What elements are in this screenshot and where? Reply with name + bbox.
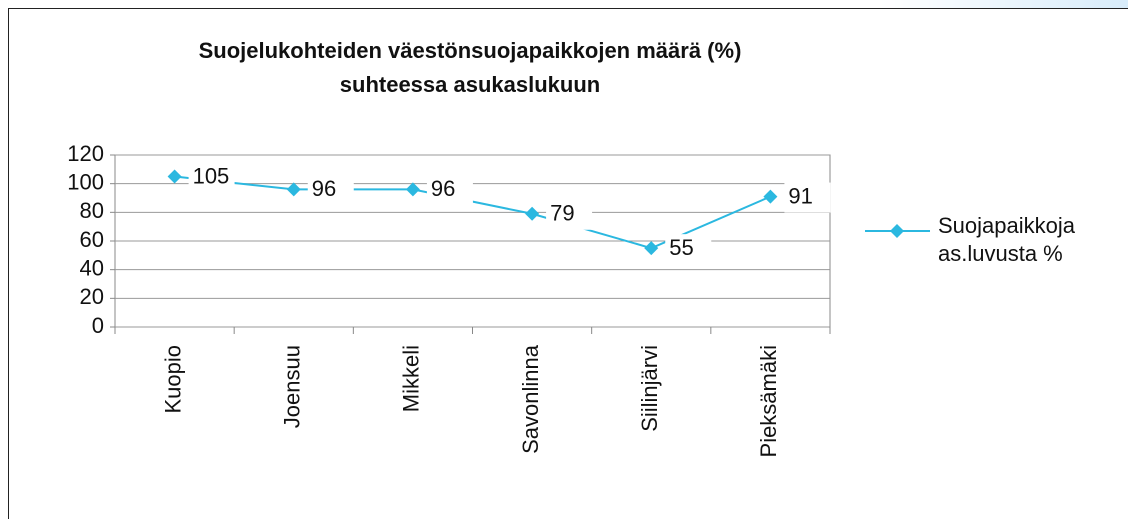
x-tick-label: Mikkeli	[399, 345, 424, 412]
y-tick-label: 60	[80, 227, 104, 252]
data-label: 96	[312, 176, 336, 201]
x-tick-label: Joensuu	[280, 345, 305, 428]
data-label-bg	[307, 175, 354, 206]
data-label: 79	[550, 201, 574, 226]
x-tick-label: Savonlinna	[518, 344, 543, 454]
legend-marker	[890, 224, 904, 238]
data-label-bg	[784, 182, 831, 213]
marker	[644, 241, 659, 256]
y-tick-label: 0	[92, 313, 104, 338]
data-label: 91	[788, 183, 812, 208]
y-tick-label: 120	[67, 141, 104, 166]
marker	[405, 182, 420, 197]
chart-title: Suojelukohteiden väestönsuojapaikkojen m…	[198, 38, 742, 97]
decor	[880, 0, 1128, 8]
x-tick-label: Siilinjärvi	[637, 345, 662, 432]
y-tick-label: 40	[80, 255, 104, 280]
data-label: 96	[431, 176, 455, 201]
marker	[525, 206, 540, 221]
y-tick-label: 20	[80, 284, 104, 309]
data-label-bg	[665, 234, 712, 265]
marker	[167, 169, 182, 184]
x-tick-label: Pieksämäki	[756, 345, 781, 457]
data-label-bg	[546, 199, 593, 230]
data-label-bg	[426, 175, 473, 206]
data-label-bg	[188, 162, 235, 193]
marker	[763, 189, 778, 204]
legend-label: Suojapaikkoja as.luvusta %	[938, 213, 1075, 266]
frame	[8, 8, 1128, 519]
y-tick-label: 100	[67, 169, 104, 194]
marker	[286, 182, 301, 197]
x-tick-label: Kuopio	[160, 345, 185, 414]
data-label: 105	[193, 163, 230, 188]
y-tick-label: 80	[80, 198, 104, 223]
data-label: 55	[669, 235, 693, 260]
